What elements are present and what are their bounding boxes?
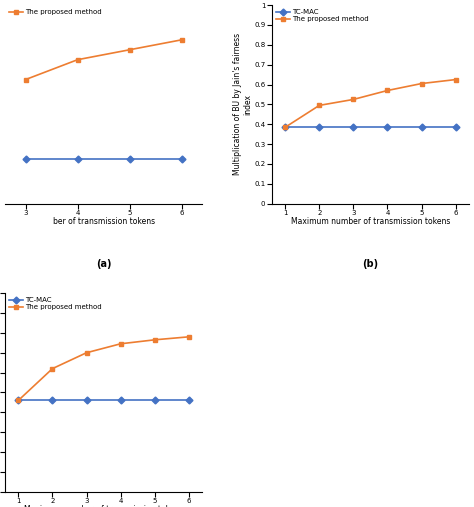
Line: The proposed method: The proposed method: [283, 77, 458, 130]
The proposed method: [23, 77, 28, 83]
TC-MAC: [84, 397, 90, 404]
TC-MAC: [351, 124, 356, 130]
The proposed method: [127, 47, 132, 53]
TC-MAC: [453, 124, 458, 130]
The proposed method: [317, 102, 322, 108]
TC-MAC: [384, 124, 390, 130]
The proposed method: [384, 87, 390, 93]
The proposed method: [50, 366, 55, 372]
TC-MAC: [283, 124, 288, 130]
The proposed method: [419, 81, 424, 87]
Text: (a): (a): [96, 259, 111, 269]
TC-MAC: [75, 156, 81, 162]
Text: (b): (b): [362, 259, 378, 269]
The proposed method: [75, 57, 81, 63]
TC-MAC: [23, 156, 28, 162]
Y-axis label: Multiplication of BU by Jain's fairness
index: Multiplication of BU by Jain's fairness …: [233, 33, 253, 175]
TC-MAC: [50, 397, 55, 404]
TC-MAC: [179, 156, 184, 162]
Legend: TC-MAC, The proposed method: TC-MAC, The proposed method: [8, 297, 102, 311]
X-axis label: ber of transmission tokens: ber of transmission tokens: [53, 218, 155, 226]
TC-MAC: [152, 397, 157, 404]
The proposed method: [179, 37, 184, 43]
The proposed method: [118, 341, 123, 347]
The proposed method: [84, 350, 90, 356]
Line: TC-MAC: TC-MAC: [23, 157, 184, 161]
Legend: TC-MAC, The proposed method: TC-MAC, The proposed method: [275, 9, 369, 23]
Legend: The proposed method: The proposed method: [8, 9, 102, 16]
X-axis label: Maximum number of transmission tokens: Maximum number of transmission tokens: [291, 218, 450, 226]
The proposed method: [186, 334, 191, 340]
TC-MAC: [317, 124, 322, 130]
The proposed method: [152, 337, 157, 343]
Line: The proposed method: The proposed method: [16, 335, 191, 403]
Line: The proposed method: The proposed method: [23, 38, 184, 82]
TC-MAC: [186, 397, 191, 404]
TC-MAC: [118, 397, 123, 404]
X-axis label: Maximum number of transmission tokens: Maximum number of transmission tokens: [24, 505, 183, 507]
TC-MAC: [16, 397, 21, 404]
The proposed method: [16, 397, 21, 404]
The proposed method: [351, 96, 356, 102]
Line: TC-MAC: TC-MAC: [16, 398, 191, 403]
TC-MAC: [127, 156, 132, 162]
Line: TC-MAC: TC-MAC: [283, 125, 458, 130]
The proposed method: [453, 77, 458, 83]
TC-MAC: [419, 124, 424, 130]
The proposed method: [283, 124, 288, 130]
